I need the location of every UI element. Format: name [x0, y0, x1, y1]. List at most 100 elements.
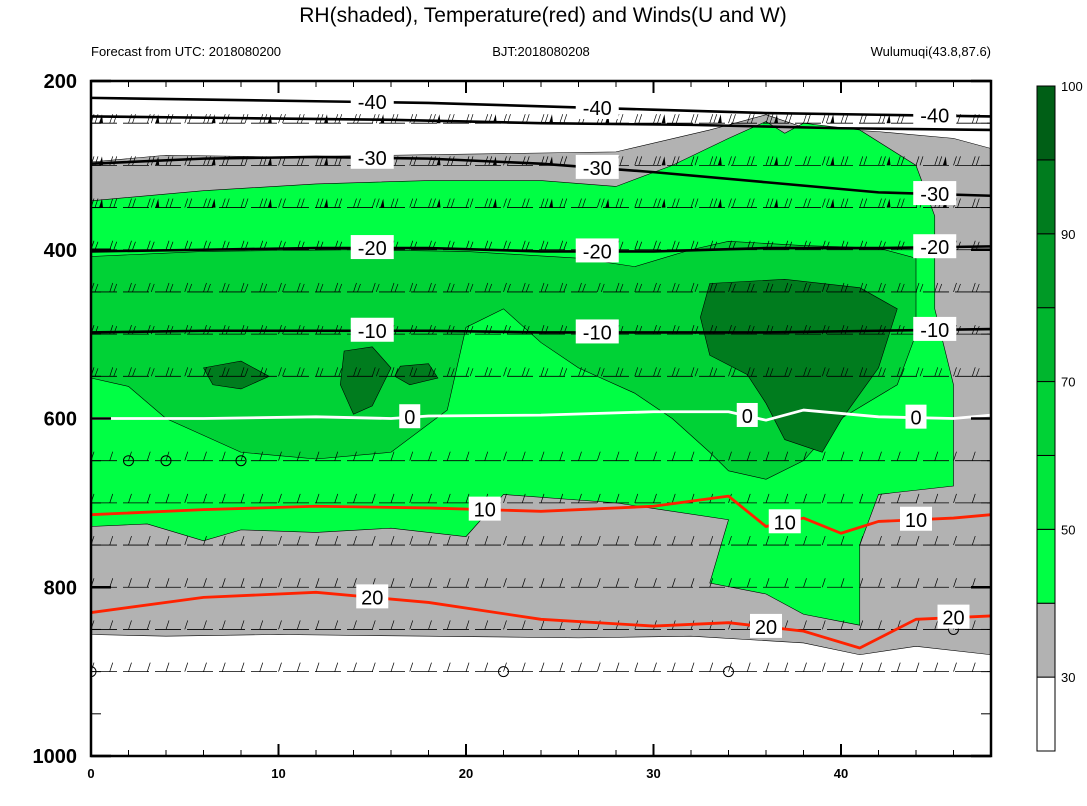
- wind-pennant: [774, 156, 778, 166]
- wind-barb: [132, 241, 136, 250]
- wind-barb: [840, 198, 845, 208]
- wind-barb: [709, 156, 714, 166]
- wind-barb: [765, 156, 770, 166]
- wind-barb: [371, 282, 376, 293]
- wind-barb: [653, 451, 657, 461]
- wind-barb: [995, 326, 998, 334]
- wind-barb: [840, 493, 845, 503]
- wind-barb: [657, 241, 661, 250]
- wind-barb: [675, 156, 680, 166]
- wind-barb: [259, 535, 264, 546]
- wind-barb: [184, 367, 189, 377]
- wind-barb: [728, 198, 732, 208]
- wind-barb: [109, 198, 114, 208]
- wind-barb: [732, 114, 736, 124]
- isotherm-label: 20: [755, 617, 777, 639]
- wind-barb: [450, 198, 455, 208]
- isotherm-label-box: [913, 102, 957, 127]
- wind-barb: [334, 535, 339, 546]
- wind-barb: [278, 451, 282, 461]
- wind-barb: [882, 283, 886, 293]
- wind-barb: [657, 156, 661, 166]
- isotherm-label: -30: [358, 148, 387, 170]
- colorbar-swatch: [1036, 233, 1056, 309]
- wind-barb: [446, 282, 451, 293]
- wind-barb: [840, 620, 845, 630]
- wind-barb: [803, 156, 807, 166]
- wind-barb: [821, 451, 826, 461]
- wind-barb: [507, 198, 511, 208]
- colorbar-swatch: [1036, 85, 1056, 161]
- wind-barb: [221, 662, 226, 672]
- wind-barb: [975, 368, 980, 377]
- isotherm-label: 20: [942, 608, 964, 630]
- wind-barb: [315, 662, 320, 672]
- wind-barb: [803, 367, 807, 377]
- wind-pennant: [661, 198, 666, 208]
- wind-barb: [282, 368, 286, 377]
- wind-barb: [653, 493, 657, 503]
- isotherm-label-box: [913, 234, 957, 259]
- wind-barb: [995, 199, 998, 208]
- wind-barb: [413, 368, 418, 377]
- wind-barb: [188, 283, 193, 293]
- wind-barb: [638, 283, 643, 293]
- wind-barb: [540, 493, 545, 503]
- isotherm-label: -40: [358, 92, 387, 114]
- isotherm-label: -40: [583, 98, 612, 120]
- wind-barb: [484, 451, 489, 461]
- wind-barb: [128, 620, 132, 630]
- wind-barb: [900, 283, 905, 293]
- wind-barb: [128, 493, 132, 503]
- wind-barb: [713, 283, 718, 293]
- wind-barb: [484, 662, 489, 672]
- wind-barb: [578, 535, 582, 546]
- isotherm-label-box: [750, 613, 782, 638]
- wind-barb: [821, 662, 826, 672]
- wind-barb: [653, 198, 657, 208]
- wind-barb: [807, 156, 811, 166]
- wind-barb: [784, 156, 789, 166]
- x-tick-label: 30: [646, 766, 660, 781]
- wind-barb: [563, 156, 568, 166]
- wind-barb: [882, 198, 886, 208]
- wind-barb: [563, 198, 568, 208]
- wind-pennant: [999, 156, 1003, 165]
- wind-barb: [503, 620, 507, 630]
- wind-pennant: [830, 156, 835, 166]
- wind-barb: [675, 283, 680, 293]
- wind-barb: [188, 368, 193, 377]
- wind-barb: [540, 662, 545, 672]
- wind-barb: [559, 662, 564, 672]
- wind-barb: [503, 535, 507, 546]
- wind-barb: [225, 283, 230, 293]
- wind-barb: [244, 283, 249, 293]
- wind-barb: [896, 451, 901, 461]
- wind-barb: [694, 156, 699, 166]
- wind-barb: [821, 367, 826, 377]
- wind-barb: [109, 367, 114, 377]
- wind-barb: [319, 198, 324, 208]
- wind-barb: [446, 451, 451, 461]
- wind-barb: [784, 114, 789, 124]
- wind-barb: [146, 367, 151, 377]
- wind-barb: [334, 451, 339, 461]
- wind-barb: [409, 493, 414, 503]
- isotherm-label: -20: [358, 238, 387, 260]
- wind-barb: [371, 620, 376, 630]
- wind-barb: [203, 620, 207, 630]
- wind-barb: [109, 578, 114, 588]
- wind-barb: [653, 240, 657, 250]
- wind-barb: [713, 156, 718, 166]
- wind-pennant: [661, 156, 666, 166]
- wind-barb: [596, 493, 601, 503]
- wind-barb: [953, 367, 957, 377]
- wind-barb: [132, 368, 136, 377]
- isotherm-label-box: [736, 402, 758, 427]
- wind-barb: [296, 535, 301, 546]
- wind-barb: [338, 198, 343, 208]
- wind-barb: [278, 282, 282, 293]
- wind-barb: [900, 368, 905, 377]
- isotherm-unlabeled-1: [91, 115, 991, 132]
- wind-barb: [109, 451, 114, 461]
